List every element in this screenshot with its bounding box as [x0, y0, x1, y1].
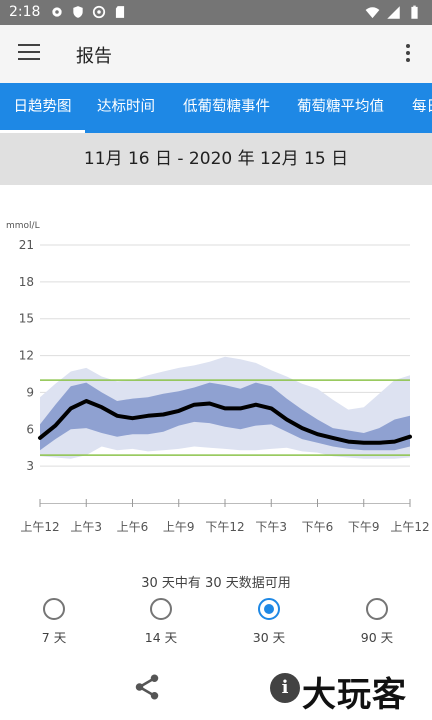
y-tick-label: 12	[19, 349, 34, 363]
radio-circle[interactable]	[150, 598, 172, 620]
x-tick-label: 下午3	[255, 520, 287, 534]
x-tick-label: 下午6	[302, 520, 334, 534]
sd-card-icon	[115, 6, 125, 18]
range-option-label: 30 天	[252, 630, 286, 645]
x-tick-label: 下午9	[348, 520, 380, 534]
battery-icon	[411, 5, 418, 19]
status-time: 2:18	[9, 4, 41, 20]
menu-icon[interactable]	[18, 44, 40, 64]
date-range: 11月 16 日 - 2020 年 12月 15 日	[0, 133, 432, 185]
shield-icon	[73, 6, 83, 18]
y-axis-unit: mmol/L	[6, 221, 40, 231]
page-title: 报告	[76, 46, 112, 67]
y-tick-label: 21	[19, 238, 34, 252]
tab-daily[interactable]: 每日	[412, 99, 432, 115]
tab-daily-trend[interactable]: 日趋势图	[0, 83, 85, 133]
y-tick-label: 9	[26, 385, 34, 399]
y-tick-label: 18	[19, 275, 34, 289]
chart-svg: mmol/L 21 18 15 12 9 6 3 上午12 上午3 上午6 上午9 下午12 下午3 下午…	[6, 221, 430, 534]
bottom-bar: i 大玩客	[0, 663, 432, 720]
range-option-30-days[interactable]: 30 天	[239, 598, 299, 646]
range-option-label: 7 天	[41, 630, 67, 645]
tab-low-glucose-events[interactable]: 低葡萄糖事件	[183, 99, 270, 115]
cellular-icon	[387, 6, 400, 19]
x-tick-label: 上午12	[20, 520, 59, 534]
tab-bar: 日趋势图 达标时间 低葡萄糖事件 葡萄糖平均值 每日	[0, 83, 432, 133]
at-icon	[92, 5, 106, 19]
wifi-icon	[365, 7, 380, 19]
gear-icon	[52, 7, 62, 17]
range-option-label: 90 天	[360, 630, 394, 645]
x-tick-label: 上午6	[117, 520, 149, 534]
status-bar: 2:18	[0, 0, 432, 25]
watermark: 大玩客	[302, 675, 407, 715]
data-availability-text: 30 天中有 30 天数据可用	[141, 576, 291, 591]
tab-time-in-target[interactable]: 达标时间	[97, 99, 155, 115]
y-tick-label: 15	[19, 312, 34, 326]
range-option-14-days[interactable]: 14 天	[131, 598, 191, 646]
x-tick-label: 上午3	[70, 520, 102, 534]
share-icon[interactable]	[132, 672, 162, 702]
range-option-7-days[interactable]: 7 天	[24, 598, 84, 646]
y-tick-label: 3	[26, 459, 34, 473]
info-icon[interactable]: i	[270, 673, 300, 703]
tab-average-glucose[interactable]: 葡萄糖平均值	[297, 99, 384, 115]
y-tick-label: 6	[26, 422, 34, 436]
x-tick-label: 上午9	[163, 520, 195, 534]
range-option-label: 14 天	[144, 630, 178, 645]
range-option-90-days[interactable]: 90 天	[347, 598, 407, 646]
app-bar: 报告	[0, 25, 432, 83]
daily-trend-chart: mmol/L 21 18 15 12 9 6 3 上午12 上午3 上午6 上午9 下午12 下午3 下午…	[0, 185, 432, 545]
radio-circle[interactable]	[366, 598, 388, 620]
median-line	[38, 399, 412, 445]
radio-circle[interactable]	[258, 598, 280, 620]
x-tick-label: 下午12	[205, 520, 244, 534]
radio-circle[interactable]	[43, 598, 65, 620]
x-tick-label: 上午12	[390, 520, 429, 534]
more-vert-icon[interactable]	[398, 44, 418, 64]
